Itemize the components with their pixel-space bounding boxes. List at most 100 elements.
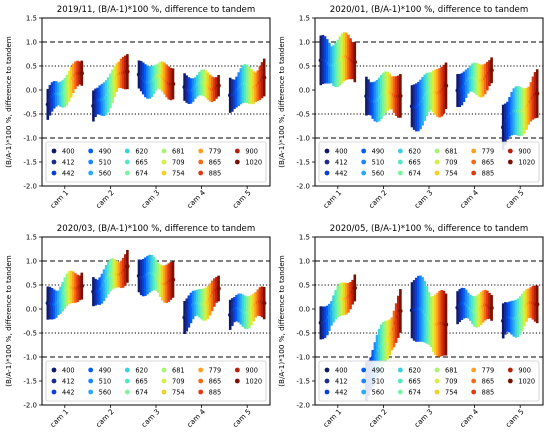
legend-label: 560 [372,169,385,177]
y-tick-label: 0.0 [299,87,310,95]
legend-label: 674 [408,169,421,177]
legend-marker [88,367,94,373]
legend-box [318,141,540,183]
data-point [170,277,176,282]
y-axis-label: (B/A-1)*100 %, difference to tandem [277,255,286,387]
y-axis-label: (B/A-1)*100 %, difference to tandem [277,36,286,168]
y-tick-label: 1.5 [299,15,310,23]
y-tick-label: -2.0 [23,402,37,410]
legend-marker [198,159,204,165]
legend-label: 865 [209,377,222,385]
y-tick-label: 1.0 [26,258,37,266]
data-point [443,322,449,327]
category-group [182,69,221,104]
legend-marker [507,378,513,384]
data-point [125,264,130,269]
legend-label: 412 [62,377,75,385]
legend-label: 681 [445,366,458,374]
y-tick-label: 1.5 [299,234,310,242]
plot-frame [41,17,271,187]
legend-marker [234,378,240,384]
legend-label: 900 [245,366,258,374]
legend-marker [88,378,94,384]
legend-label: 674 [408,388,421,396]
legend-marker [361,148,367,154]
legend-label: 865 [209,158,222,166]
legend-label: 1020 [518,377,535,385]
y-tick-label: 0.0 [26,306,37,314]
legend-marker [397,148,403,154]
y-tick-label: -1.0 [23,135,37,143]
legend-label: 560 [372,388,385,396]
legend-label: 681 [172,147,185,155]
x-tick-label: cam 4 [458,407,480,429]
legend-box [318,360,540,402]
legend-marker [471,159,477,165]
legend-marker [198,148,204,154]
legend-marker [471,170,477,176]
legend-label: 674 [135,388,148,396]
x-tick-label: cam 4 [185,407,207,429]
y-axis-label: (B/A-1)*100 %, difference to tandem [4,255,13,387]
x-tick-label: cam 1 [48,407,70,429]
legend-marker [361,170,367,176]
x-tick-label: cam 2 [94,407,116,429]
y-tick-label: -1.5 [296,378,310,386]
legend-marker [51,159,57,165]
legend-marker [124,367,130,373]
data-point [216,286,221,291]
data-point [79,71,85,76]
y-tick-label: 0.5 [26,63,37,71]
legend-marker [471,378,477,384]
data-point [535,302,540,307]
x-tick-label: cam 2 [367,188,389,210]
y-tick-label: 0.0 [26,87,37,95]
x-tick-label: cam 4 [458,188,480,210]
legend-label: 400 [62,147,75,155]
x-tick-label: cam 5 [504,188,526,210]
legend-label: 510 [372,377,385,385]
legend-label: 490 [99,366,112,374]
legend-marker [434,148,440,154]
y-tick-label: 0.5 [299,282,310,290]
category-group [501,285,540,339]
category-group [501,69,540,150]
plot-frame [314,236,544,406]
y-tick-label: -0.5 [23,111,37,119]
legend-label: 400 [335,366,348,374]
legend-marker [88,170,94,176]
legend-marker [51,367,57,373]
legend-label: 1020 [245,377,262,385]
legend-label: 412 [335,158,348,166]
y-tick-label: -0.5 [23,330,37,338]
legend-marker [361,367,367,373]
legend-marker [434,378,440,384]
x-tick-label: cam 4 [185,188,207,210]
data-point [398,93,403,99]
legend-label: 709 [172,377,185,385]
category-group [364,71,403,123]
x-tick-label: cam 1 [321,188,343,210]
y-tick-label: 0.5 [299,63,310,71]
legend-label: 709 [445,158,458,166]
legend-marker [198,378,204,384]
legend-label: 885 [482,388,495,396]
legend-label: 709 [172,158,185,166]
y-axis-label: (B/A-1)*100 %, difference to tandem [4,36,13,168]
category-group [318,274,357,340]
legend-label: 779 [209,147,222,155]
legend-marker [507,367,513,373]
legend-label: 900 [245,147,258,155]
legend-marker [324,378,330,384]
category-group [228,286,267,330]
category-group [455,57,494,108]
legend-marker [161,378,167,384]
legend-label: 510 [372,158,385,166]
legend-marker [361,378,367,384]
legend-marker [88,389,94,395]
y-tick-label: -1.0 [296,354,310,362]
legend-label: 665 [135,158,148,166]
x-tick-label: cam 2 [367,407,389,429]
y-tick-label: -2.0 [296,402,310,410]
chart-title: 2019/11, (B/A-1)*100 %, difference to ta… [57,5,255,15]
